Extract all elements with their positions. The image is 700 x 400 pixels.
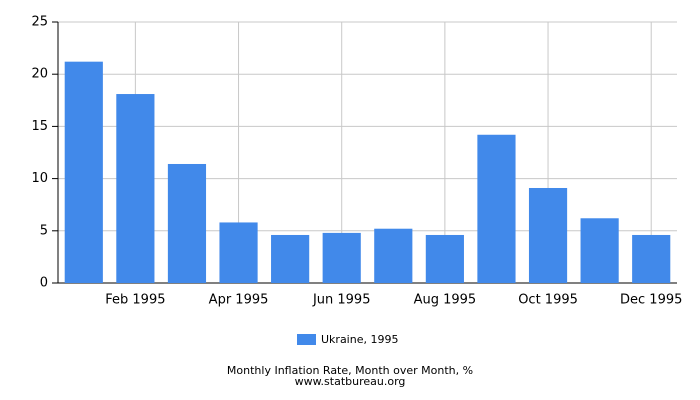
bar <box>322 232 361 283</box>
y-tick-label: 15 <box>31 119 48 134</box>
x-tick-label: Feb 1995 <box>105 293 165 308</box>
y-tick-label: 10 <box>31 171 48 186</box>
bar <box>580 218 619 283</box>
bar <box>219 222 258 283</box>
bar <box>632 234 671 283</box>
y-tick-label: 5 <box>40 223 48 238</box>
y-tick-label: 25 <box>31 15 48 30</box>
chart-source: www.statbureau.org <box>295 375 406 388</box>
bar <box>374 228 413 283</box>
y-tick-label: 0 <box>40 276 48 291</box>
bar <box>528 187 568 283</box>
y-tick-label: 20 <box>31 67 48 82</box>
legend-swatch <box>297 334 316 345</box>
x-tick-label: Jun 1995 <box>312 293 371 308</box>
bar <box>477 134 516 283</box>
bar <box>64 61 103 284</box>
chart-title: Monthly Inflation Rate, Month over Month… <box>227 364 473 377</box>
bar <box>167 163 207 283</box>
bar <box>425 234 464 283</box>
legend-label: Ukraine, 1995 <box>321 333 398 346</box>
x-tick-label: Oct 1995 <box>518 293 578 308</box>
x-tick-label: Dec 1995 <box>620 293 682 308</box>
bar <box>271 234 310 283</box>
x-tick-label: Apr 1995 <box>209 293 269 308</box>
x-tick-label: Aug 1995 <box>414 293 477 308</box>
bar <box>116 94 155 283</box>
